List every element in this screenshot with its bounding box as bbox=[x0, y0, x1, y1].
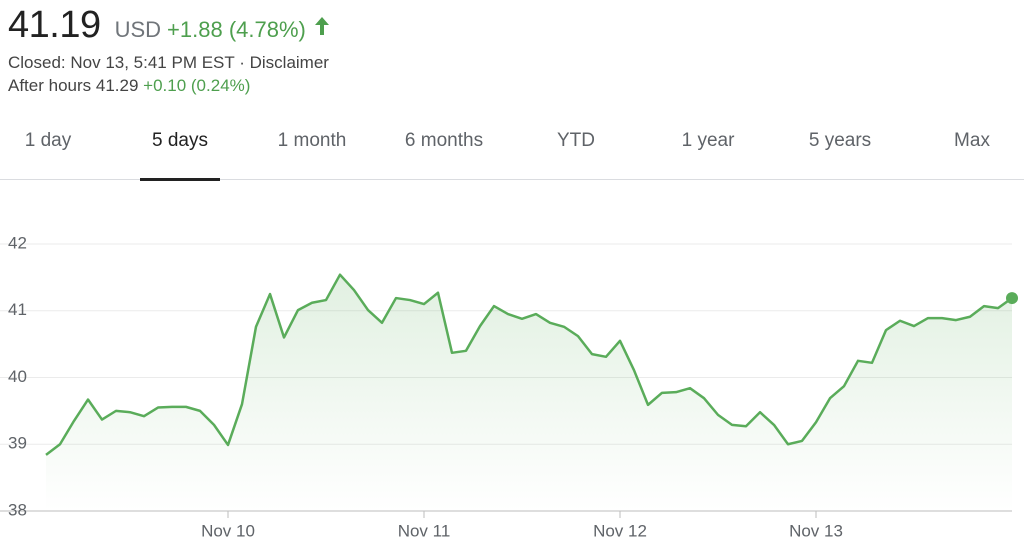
range-tab[interactable]: 1 month bbox=[277, 130, 347, 151]
price-row: 41.19 USD +1.88 (4.78%) bbox=[8, 4, 330, 47]
closed-time: Closed: Nov 13, 5:41 PM EST bbox=[8, 53, 235, 72]
range-tab[interactable]: YTD bbox=[557, 130, 595, 151]
x-tick-label: Nov 13 bbox=[789, 521, 843, 540]
tab-divider bbox=[0, 179, 1024, 180]
after-hours-row: After hours 41.29 +0.10 (0.24%) bbox=[8, 76, 250, 96]
after-hours-change: +0.10 (0.24%) bbox=[143, 76, 251, 95]
after-hours: After hours 41.29 bbox=[8, 76, 139, 95]
last-point bbox=[1006, 292, 1018, 305]
x-tick-label: Nov 11 bbox=[398, 521, 451, 540]
y-tick-label: 39 bbox=[8, 434, 27, 453]
area-fill bbox=[46, 274, 1012, 511]
closed-row: Closed: Nov 13, 5:41 PM EST · Disclaimer bbox=[8, 53, 329, 73]
x-tick-label: Nov 10 bbox=[201, 521, 255, 540]
price-line bbox=[45, 273, 1013, 456]
y-tick-label: 41 bbox=[8, 300, 27, 319]
range-tab[interactable]: 6 months bbox=[404, 130, 484, 151]
price: 41.19 bbox=[8, 4, 101, 46]
range-tab[interactable]: Max bbox=[954, 130, 990, 151]
y-tick-label: 42 bbox=[8, 233, 27, 252]
currency: USD bbox=[114, 17, 162, 42]
separator: · bbox=[239, 53, 245, 72]
x-tick-label: Nov 12 bbox=[593, 521, 647, 540]
change: +1.88 (4.78%) bbox=[167, 17, 306, 42]
y-tick-label: 40 bbox=[8, 367, 27, 386]
range-tab[interactable]: 1 day bbox=[24, 130, 72, 151]
range-tab[interactable]: 1 year bbox=[681, 130, 735, 151]
up-arrow bbox=[314, 16, 329, 35]
range-tab[interactable]: 5 years bbox=[808, 130, 872, 151]
range-tabs: 1 day 5 days 1 month 6 months YTD 1 year 5 yea… bbox=[0, 130, 1024, 182]
y-tick-label: 38 bbox=[8, 500, 27, 519]
range-tab[interactable]: 5 days bbox=[152, 130, 208, 151]
tab-underline bbox=[140, 178, 220, 181]
disclaimer-link[interactable]: Disclaimer bbox=[249, 53, 329, 72]
